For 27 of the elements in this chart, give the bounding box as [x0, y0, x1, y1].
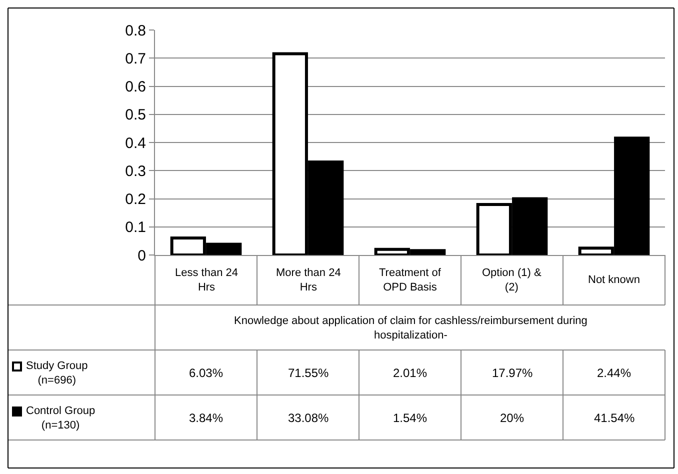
data-label: 2.01% — [393, 366, 428, 380]
y-tick-label: 0.2 — [125, 191, 146, 208]
data-label: 33.08% — [288, 411, 330, 425]
data-label: 6.03% — [189, 366, 224, 380]
y-tick-label: 0.4 — [125, 134, 146, 152]
y-tick-label: 0.8 — [125, 22, 146, 40]
data-label: 2.44% — [597, 366, 632, 380]
data-label: 3.84% — [189, 411, 224, 425]
y-tick-label: 0.3 — [125, 162, 146, 180]
legend-label: Study Group (n=696) — [26, 360, 88, 386]
y-tick-label: 0.1 — [125, 219, 146, 236]
data-label: 71.55% — [288, 366, 330, 380]
y-tick-label: 0 — [138, 247, 146, 264]
data-label: 17.97% — [492, 366, 534, 380]
data-label: 41.54% — [594, 411, 636, 425]
y-tick-label: 0.7 — [125, 50, 146, 68]
x-tick-label: Treatment of OPD Basis — [379, 267, 442, 294]
x-tick-label: Option (1) & (2) — [482, 267, 542, 294]
x-tick-label: Less than 24 Hrs — [175, 267, 238, 294]
x-axis-title: Knowledge about application of claim for cashless/reimbursement during hospitalization- — [234, 315, 588, 342]
data-label: 1.54% — [393, 411, 428, 425]
x-tick-label: Not known — [588, 274, 640, 286]
data-label: 20% — [500, 411, 524, 425]
legend-label: Control Group (n=130) — [26, 405, 96, 432]
y-tick-label: 0.6 — [125, 78, 146, 96]
x-tick-label: More than 24 Hrs — [276, 267, 341, 294]
y-tick-label: 0.5 — [125, 106, 146, 124]
